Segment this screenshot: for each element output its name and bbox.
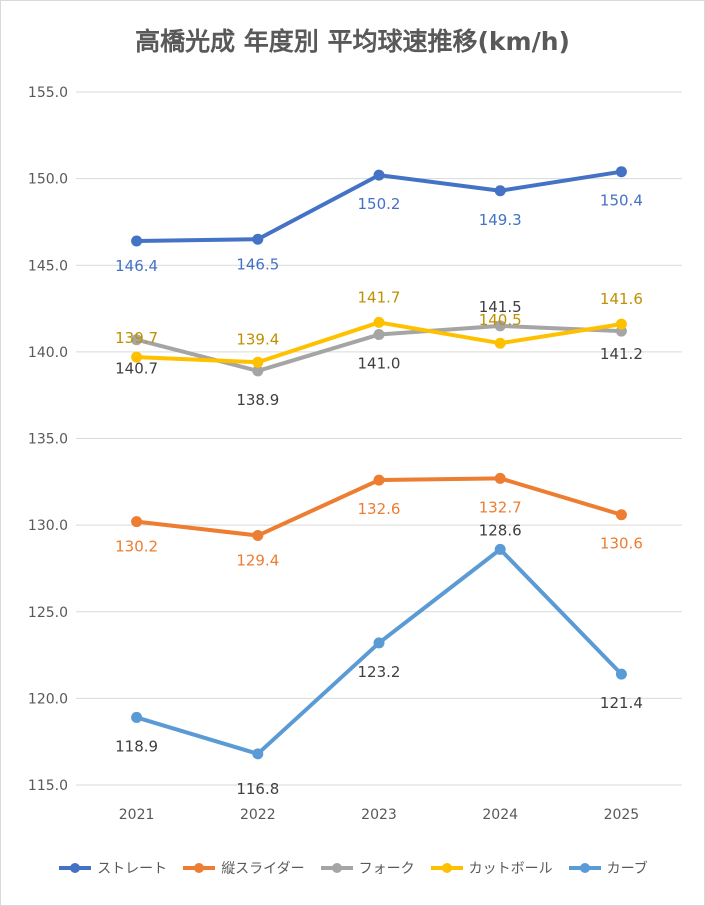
y-tick-label: 150.0 xyxy=(28,172,68,188)
y-tick-label: 115.0 xyxy=(28,778,68,794)
data-label: 141.6 xyxy=(600,290,643,308)
data-label: 140.7 xyxy=(115,360,158,378)
legend-swatch xyxy=(183,863,216,873)
data-point xyxy=(615,668,627,680)
legend-entry: フォーク xyxy=(319,858,415,878)
data-point xyxy=(373,329,385,341)
data-label: 139.4 xyxy=(236,330,279,348)
series-lines xyxy=(131,166,627,760)
legend-swatch xyxy=(430,863,463,873)
data-label: 150.2 xyxy=(358,195,401,213)
legend-label: カーブ xyxy=(606,861,648,877)
x-tick-label: 2022 xyxy=(240,807,276,823)
data-label: 146.4 xyxy=(115,257,158,275)
data-label: 130.6 xyxy=(600,535,643,553)
data-point xyxy=(252,233,264,245)
data-label: 140.5 xyxy=(479,311,522,329)
legend-label: フォーク xyxy=(358,861,415,877)
data-label: 128.6 xyxy=(479,521,522,539)
data-point xyxy=(131,351,143,363)
legend-entry: カーブ xyxy=(567,858,648,878)
data-point xyxy=(252,530,264,542)
legend-label: ストレート xyxy=(97,861,168,877)
legend-entry: 縦スライダー xyxy=(181,858,305,878)
legend-swatch xyxy=(320,863,353,873)
data-point xyxy=(252,748,264,760)
data-point xyxy=(615,318,627,330)
data-point xyxy=(373,637,385,649)
data-point xyxy=(131,711,143,723)
legend-swatch xyxy=(59,863,92,873)
data-point xyxy=(373,169,385,181)
data-point xyxy=(373,316,385,328)
data-label: 138.9 xyxy=(236,391,279,409)
y-tick-label: 135.0 xyxy=(28,432,68,448)
data-label: 139.7 xyxy=(115,329,158,347)
data-point xyxy=(252,356,264,368)
y-tick-label: 130.0 xyxy=(28,518,68,534)
y-axis: 115.0 120.0 125.0 130.0 135.0 140.0 145.0 150.0… xyxy=(28,85,68,794)
legend-entry: カットボール xyxy=(429,858,553,878)
data-label: 129.4 xyxy=(236,552,279,570)
data-label: 130.2 xyxy=(115,538,158,556)
series-line xyxy=(134,547,624,756)
data-label: 141.2 xyxy=(600,345,643,363)
data-label: 132.7 xyxy=(479,498,522,516)
legend: ストレート 縦スライダー フォーク カットボール カーブ xyxy=(0,858,705,878)
data-label: 141.0 xyxy=(358,355,401,373)
x-tick-label: 2024 xyxy=(482,807,518,823)
data-label: 118.9 xyxy=(115,737,158,755)
data-labels: 146.4 146.5 150.2 149.3 150.4 130.2 129.4 132.6… xyxy=(115,192,643,798)
data-point xyxy=(252,365,264,377)
data-point xyxy=(615,166,627,178)
x-axis: 2021 2022 2023 2024 2025 xyxy=(119,807,639,823)
data-label: 132.6 xyxy=(358,500,401,518)
data-point xyxy=(494,337,506,349)
data-label: 123.2 xyxy=(358,663,401,681)
data-label: 141.7 xyxy=(358,288,401,306)
legend-label: カットボール xyxy=(468,861,553,877)
data-point xyxy=(131,334,143,346)
data-point xyxy=(131,516,143,528)
x-tick-label: 2023 xyxy=(361,807,397,823)
data-label: 141.5 xyxy=(479,298,522,316)
data-label: 149.3 xyxy=(479,211,522,229)
data-point xyxy=(615,509,627,521)
legend-label: 縦スライダー xyxy=(221,861,305,877)
data-label: 146.5 xyxy=(236,255,279,273)
data-label: 121.4 xyxy=(600,694,643,712)
data-point xyxy=(494,543,506,555)
legend-entry: ストレート xyxy=(57,858,167,878)
data-point xyxy=(494,185,506,197)
y-tick-label: 125.0 xyxy=(28,605,68,621)
data-label: 116.8 xyxy=(236,780,279,798)
chart-title: 高橋光成 年度別 平均球速推移(km/h) xyxy=(135,27,570,56)
data-point xyxy=(131,235,143,247)
y-tick-label: 155.0 xyxy=(28,85,68,101)
x-tick-label: 2021 xyxy=(119,807,155,823)
data-point xyxy=(494,472,506,484)
data-label: 150.4 xyxy=(600,192,643,210)
x-tick-label: 2025 xyxy=(604,807,640,823)
data-point xyxy=(494,320,506,332)
y-tick-label: 120.0 xyxy=(28,691,68,707)
y-tick-label: 140.0 xyxy=(28,345,68,361)
data-point xyxy=(373,474,385,486)
legend-swatch xyxy=(568,863,601,873)
y-tick-label: 145.0 xyxy=(28,258,68,274)
